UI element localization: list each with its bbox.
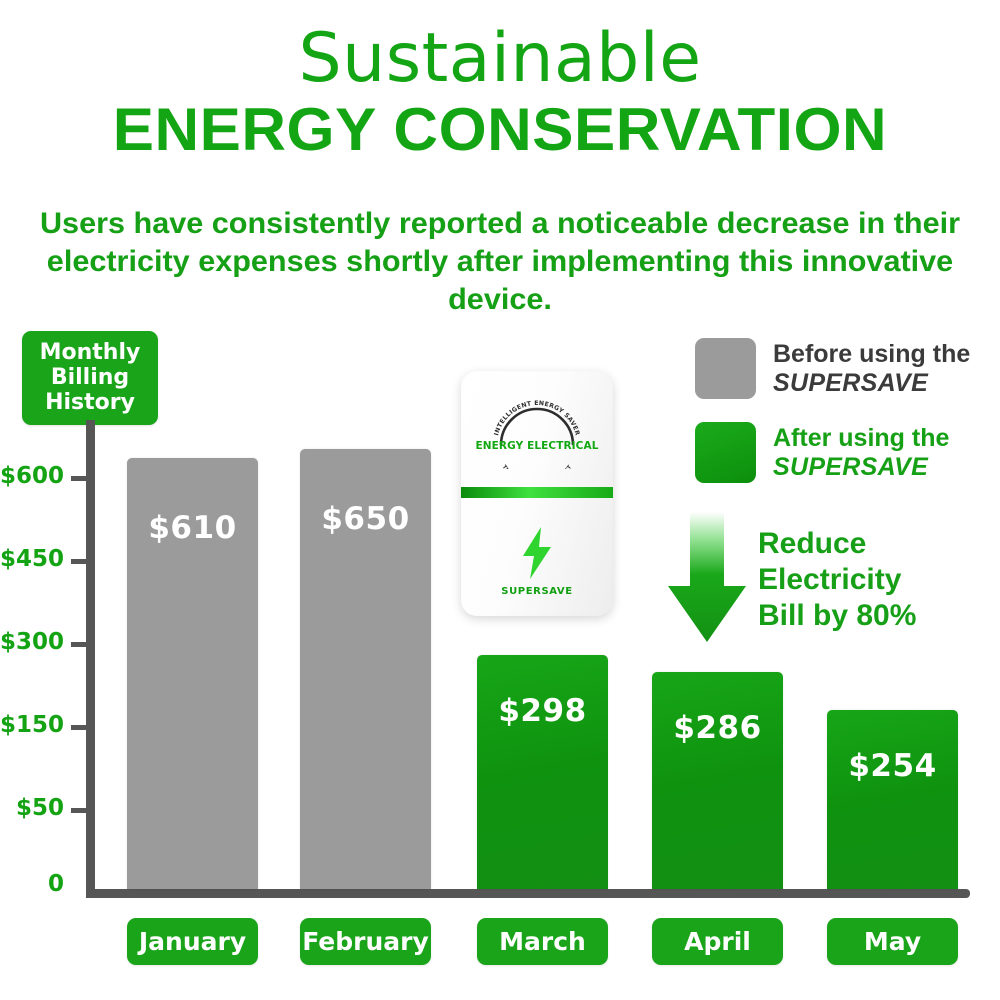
svg-text:THE RESULT IS THE BEST: THE RESULT IS THE BEST (501, 464, 574, 469)
legend-label-before: Before using the SUPERSAVE (773, 340, 970, 398)
y-axis-tick (71, 808, 93, 813)
bar-february: $650 (300, 449, 431, 889)
y-axis-tick (71, 559, 93, 564)
reduce-line-1: Reduce (758, 527, 867, 560)
y-axis-label: $600 (0, 463, 64, 489)
bar-value-label: $286 (673, 710, 762, 746)
legend-label-after: After using the SUPERSAVE (773, 424, 949, 482)
month-chip-january: January (127, 918, 258, 965)
reduce-line-3: Bill by 80% (758, 598, 916, 634)
legend-prefix-before: Before using the (773, 339, 971, 368)
legend-swatch-after (695, 422, 756, 483)
y-axis-label: $50 (15, 795, 64, 821)
reduce-line-2: Electricity (758, 563, 902, 596)
y-axis-label: $150 (0, 712, 64, 738)
month-chip-march: March (477, 918, 608, 965)
bar-value-label: $610 (148, 510, 237, 546)
monthly-billing-history-label: Monthly Billing History (22, 331, 158, 425)
bar-may: $254 (827, 710, 958, 889)
y-axis-tick (71, 476, 93, 481)
bar-march: $298 (477, 655, 608, 889)
month-chip-february: February (300, 918, 431, 965)
reduce-bill-text: Reduce Electricity Bill by 80% (758, 526, 916, 634)
svg-text:INTELLIGENT ENERGY SAVER: INTELLIGENT ENERGY SAVER (493, 400, 581, 436)
legend-brand-before: SUPERSAVE (773, 368, 929, 397)
y-axis-label: 0 (47, 871, 64, 897)
y-axis-tick (71, 725, 93, 730)
page-title-line1: Sustainable (298, 19, 702, 98)
y-axis-label: $300 (0, 629, 64, 655)
bar-value-label: $298 (498, 693, 587, 729)
bar-january: $610 (127, 458, 258, 889)
svg-text:ENERGY ELECTRICAL: ENERGY ELECTRICAL (476, 440, 599, 452)
monthly-billing-history-badge: Monthly Billing History (22, 331, 158, 439)
device-green-band (461, 487, 613, 498)
reduce-percent: 80% (856, 599, 917, 632)
arrow-down-icon (668, 512, 746, 642)
lightning-bolt-icon (523, 527, 551, 579)
y-axis-tick (71, 642, 93, 647)
month-chip-april: April (652, 918, 783, 965)
reduce-bill-callout: Reduce Electricity Bill by 80% (668, 512, 916, 642)
legend-item-before: Before using the SUPERSAVE (695, 338, 995, 399)
chart-legend: Before using the SUPERSAVE After using t… (695, 338, 995, 506)
reduce-prefix: Bill by (758, 599, 857, 632)
bar-april: $286 (652, 672, 783, 889)
device-brand-label: SUPERSAVE (501, 586, 573, 597)
y-axis-line (86, 420, 95, 898)
headline-block: Sustainable ENERGY CONSERVATION (0, 22, 1000, 162)
month-chip-may: May (827, 918, 958, 965)
x-axis-line (86, 889, 970, 898)
bar-value-label: $650 (321, 501, 410, 537)
legend-swatch-before (695, 338, 756, 399)
legend-prefix-after: After using the (773, 423, 950, 452)
device-logo: INTELLIGENT ENERGY SAVER THE RESULT IS T… (476, 400, 599, 469)
legend-brand-after: SUPERSAVE (773, 452, 929, 481)
legend-item-after: After using the SUPERSAVE (695, 422, 995, 483)
y-axis-label: $450 (0, 546, 64, 572)
supersave-device-image: INTELLIGENT ENERGY SAVER THE RESULT IS T… (461, 371, 613, 616)
bar-value-label: $254 (848, 748, 937, 784)
page-title-line2: ENERGY CONSERVATION (112, 96, 888, 163)
page-subtitle: Users have consistently reported a notic… (39, 207, 961, 316)
